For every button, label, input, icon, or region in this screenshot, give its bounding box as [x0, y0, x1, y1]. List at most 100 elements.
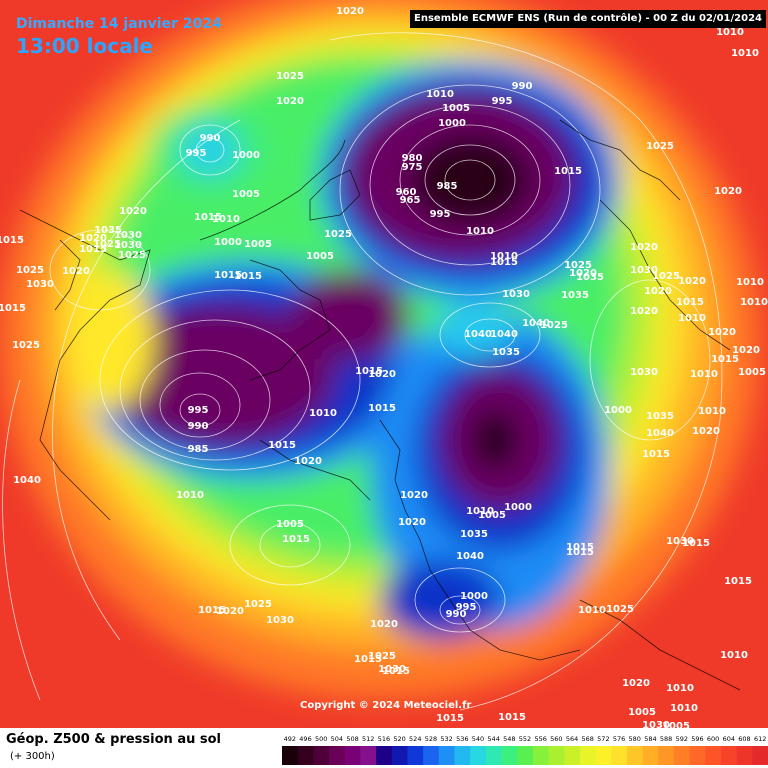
pressure-label: 1000	[504, 502, 532, 513]
legend-tick-label: 600	[707, 735, 719, 743]
pressure-label: 1020	[370, 619, 398, 630]
pressure-label: 1020	[368, 369, 396, 380]
pressure-label: 1030	[114, 240, 142, 251]
pressure-label: 1025	[118, 250, 146, 261]
pressure-label: 1010	[666, 683, 694, 694]
legend-tick-label: 540	[472, 735, 484, 743]
pressure-label: 1015	[79, 244, 107, 255]
pressure-label: 1010	[731, 48, 759, 59]
legend-tick-label: 576	[613, 735, 625, 743]
pressure-label: 1010	[466, 506, 494, 517]
pressure-label: 1040	[646, 428, 674, 439]
pressure-label: 985	[437, 181, 458, 192]
legend-tick-label: 500	[315, 735, 327, 743]
pressure-label: 1020	[708, 327, 736, 338]
pressure-label: 1040	[456, 551, 484, 562]
legend-swatch	[532, 746, 550, 765]
pressure-label: 1020	[294, 456, 322, 467]
pressure-label: 1015	[724, 576, 752, 587]
legend-swatch	[720, 746, 738, 765]
pressure-label: 1040	[13, 475, 41, 486]
pressure-label: 1030	[502, 289, 530, 300]
legend-tick-label: 560	[550, 735, 562, 743]
pressure-label: 1005	[738, 367, 766, 378]
legend-swatch	[470, 746, 487, 765]
pressure-label: 1020	[119, 206, 147, 217]
pressure-label: 1020	[622, 678, 650, 689]
color-legend: 492 496 500 504 508 512 516 520 524 528 532 536 540 5…	[282, 735, 768, 765]
pressure-label: 1025	[12, 340, 40, 351]
legend-tick-label: 608	[738, 735, 750, 743]
legend-tick-label: 572	[597, 735, 609, 743]
pressure-label: 1025	[276, 71, 304, 82]
pressure-label: 1015	[354, 654, 382, 665]
pressure-label: 1020	[630, 306, 658, 317]
legend-swatch	[595, 746, 612, 765]
pressure-label: 960	[396, 187, 417, 198]
pressure-label: 1015	[198, 605, 226, 616]
legend-tick-label: 532	[440, 735, 452, 743]
legend-swatch	[517, 746, 534, 765]
coastlines	[19, 119, 741, 691]
legend-tick-label: 592	[676, 735, 688, 743]
pressure-label: 1015	[234, 271, 262, 282]
pressure-label: 1025	[368, 651, 396, 662]
pressure-labels: 1020101010101025102099010101005995100099…	[0, 6, 768, 728]
pressure-label: 1035	[460, 529, 488, 540]
pressure-label: 1020	[79, 233, 107, 244]
pressure-label: 1015	[382, 666, 410, 677]
pressure-label: 1015	[554, 166, 582, 177]
pressure-label: 1035	[94, 225, 122, 236]
pressure-label: 1015	[498, 712, 526, 723]
pressure-label: 1005	[276, 519, 304, 530]
legend-swatch	[329, 746, 346, 765]
legend-swatch	[282, 746, 299, 765]
legend-swatch	[485, 746, 502, 765]
pressure-label: 995	[456, 602, 477, 613]
pressure-label: 1020	[630, 242, 658, 253]
pressure-label: 1010	[466, 226, 494, 237]
pressure-label: 1015	[368, 403, 396, 414]
pressure-label: 985	[188, 444, 209, 455]
parameter-title: Géop. Z500 & pression au sol	[6, 732, 221, 747]
pressure-label: 995	[186, 148, 207, 159]
pressure-label: 1035	[576, 272, 604, 283]
pressure-label: 1000	[460, 591, 488, 602]
pressure-label: 1010	[678, 313, 706, 324]
legend-swatch	[313, 746, 330, 765]
pressure-label: 1020	[678, 276, 706, 287]
pressure-label: 1020	[398, 517, 426, 528]
pressure-label: 1025	[646, 141, 674, 152]
pressure-label: 1000	[604, 405, 632, 416]
pressure-label: 1020	[714, 186, 742, 197]
legend-tick-label: 556	[534, 735, 546, 743]
pressure-label: 1005	[442, 103, 470, 114]
pressure-label: 1005	[306, 251, 334, 262]
pressure-label: 1025	[652, 271, 680, 282]
pressure-label: 1030	[666, 536, 694, 547]
pressure-label: 1015	[0, 235, 24, 246]
pressure-label: 1030	[378, 664, 406, 675]
legend-swatch	[705, 746, 722, 765]
legend-swatch	[501, 746, 518, 765]
pressure-label: 1010	[670, 703, 698, 714]
pressure-label: 990	[512, 81, 533, 92]
model-run-banner: Ensemble ECMWF ENS (Run de contrôle) - 0…	[410, 10, 766, 28]
legend-swatch	[376, 746, 393, 765]
pressure-label: 1010	[690, 369, 718, 380]
legend-swatch	[579, 746, 597, 765]
legend-tick-label: 504	[331, 735, 343, 743]
pressure-label: 1015	[676, 297, 704, 308]
legend-swatch	[736, 746, 753, 765]
local-time: 13:00 locale	[16, 34, 153, 58]
legend-tick-label: 596	[691, 735, 703, 743]
forecast-date: Dimanche 14 janvier 2024	[16, 16, 222, 32]
pressure-label: 1020	[732, 345, 760, 356]
pressure-label: 995	[492, 96, 513, 107]
pressure-label: 1015	[642, 449, 670, 460]
pressure-label: 1015	[711, 354, 739, 365]
legend-tick-label: 544	[487, 735, 499, 743]
legend-tick-label: 528	[425, 735, 437, 743]
pressure-label: 1005	[232, 189, 260, 200]
pressure-label: 1010	[578, 605, 606, 616]
